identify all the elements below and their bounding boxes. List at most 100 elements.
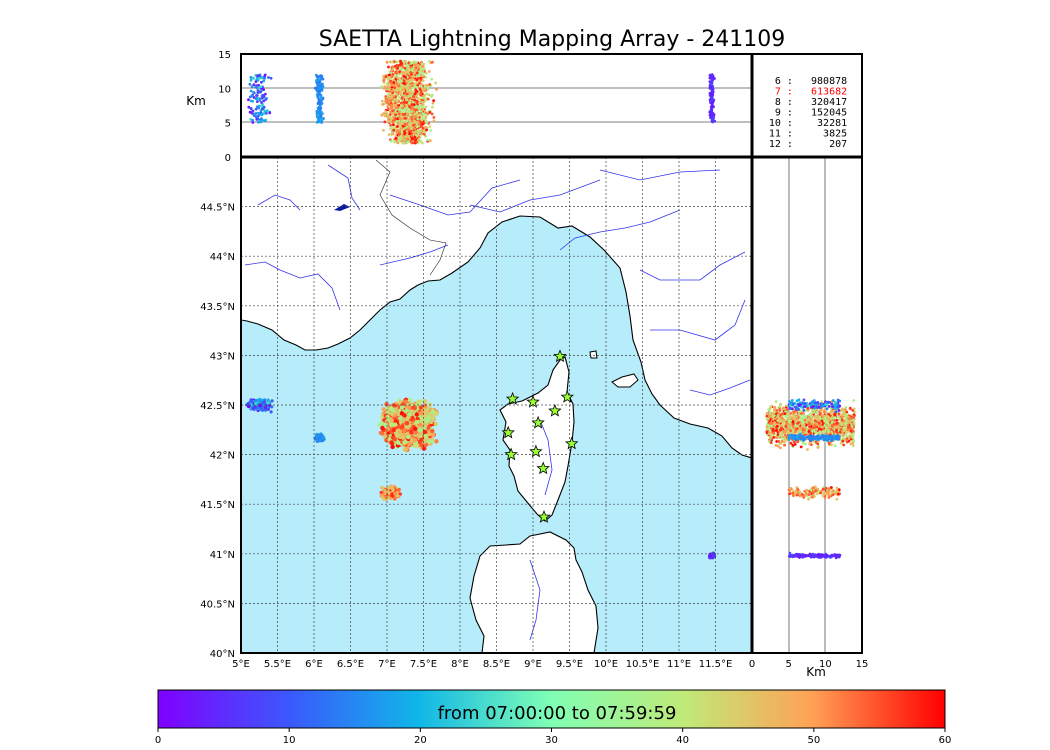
source-point-altitude <box>415 86 419 89</box>
source-point-map <box>398 434 403 440</box>
source-point-altitude <box>405 110 409 114</box>
source-point-map <box>380 495 384 499</box>
source-point-altitude <box>262 88 265 91</box>
map-sources-layer <box>245 397 717 560</box>
source-point-altitude <box>417 138 420 142</box>
source-point-altitude <box>405 66 409 70</box>
source-point-altitude <box>429 129 432 132</box>
source-point-altitude <box>413 131 417 135</box>
source-point-altitude <box>421 103 425 106</box>
source-point-altitude <box>424 113 428 117</box>
source-point-map <box>379 420 384 426</box>
source-point-map <box>406 415 411 420</box>
source-point-altitude <box>711 79 714 82</box>
source-point-altitude <box>392 123 395 127</box>
source-point-altitude <box>394 113 397 117</box>
source-point-altitude <box>406 70 409 74</box>
chart-title: SAETTA Lightning Mapping Array - 241109 <box>319 27 786 52</box>
source-point-altitude <box>396 76 400 80</box>
source-point-altitude <box>415 121 419 124</box>
source-point-altitude <box>406 112 409 116</box>
source-point-map <box>381 407 386 412</box>
source-point-map <box>388 405 394 411</box>
source-point-altitude <box>249 78 253 82</box>
source-point-altitude <box>385 60 389 64</box>
source-point-altitude <box>413 135 417 139</box>
source-point-altitude <box>420 64 424 68</box>
source-point-altitude <box>263 76 266 80</box>
source-point-altitude <box>398 121 402 125</box>
source-point-altitude <box>418 104 422 108</box>
source-point-altitude <box>405 92 409 96</box>
source-point-map <box>389 422 394 427</box>
source-point-altitude <box>396 125 399 128</box>
source-point-altitude <box>318 92 321 96</box>
source-point-altitude <box>416 114 420 118</box>
source-point-altitude <box>254 115 258 119</box>
source-point-altitude <box>417 79 421 83</box>
source-point-map <box>270 405 274 409</box>
source-point-altitude <box>318 75 321 78</box>
source-point-altitude <box>264 92 267 96</box>
station-count-legend: 6 : 980878 7 : 613682 8 : 320417 9 : 152… <box>752 54 862 157</box>
source-point-altitude <box>318 120 322 124</box>
source-point-map <box>429 413 434 418</box>
source-point-altitude <box>430 60 434 64</box>
source-point-altitude <box>391 65 394 68</box>
source-point-altitude <box>391 120 395 124</box>
source-point-altitude <box>386 94 390 98</box>
source-point-map <box>427 402 433 407</box>
source-point-altitude <box>425 92 429 96</box>
legend-row: 6 : 980878 <box>769 76 847 87</box>
source-point-altitude <box>259 120 263 124</box>
source-point-altitude <box>387 65 390 69</box>
source-point-altitude <box>423 87 426 91</box>
source-point-altitude <box>315 110 319 113</box>
source-point-altitude <box>430 77 434 81</box>
source-point-altitude <box>420 125 424 128</box>
source-point-altitude <box>401 141 405 145</box>
source-point-altitude <box>247 105 251 109</box>
source-point-altitude <box>317 85 321 89</box>
country-border <box>375 159 447 276</box>
legend-row: 10 : 32281 <box>769 118 847 129</box>
source-point-map <box>391 427 396 433</box>
source-point-altitude <box>426 138 429 142</box>
source-point-altitude <box>410 132 414 136</box>
source-point-altitude <box>408 88 412 92</box>
source-point-altitude <box>419 93 423 97</box>
source-point-altitude <box>389 110 392 114</box>
source-point-altitude <box>247 98 250 102</box>
mainland-land <box>241 157 752 459</box>
source-point-altitude <box>386 105 389 108</box>
source-point-altitude <box>402 89 406 93</box>
source-point-altitude <box>382 112 386 115</box>
source-point-altitude <box>382 102 385 106</box>
source-point-altitude <box>414 61 418 64</box>
source-point-altitude <box>409 139 413 143</box>
source-point-map <box>414 419 419 425</box>
source-point-altitude <box>709 105 713 109</box>
source-point-altitude <box>389 99 393 103</box>
source-point-map <box>404 424 409 429</box>
source-point-altitude <box>255 100 259 103</box>
source-point-altitude <box>395 71 398 75</box>
source-point-altitude <box>402 62 406 65</box>
source-point-altitude <box>410 137 414 141</box>
source-point-altitude <box>421 96 424 100</box>
source-point-altitude <box>393 86 397 89</box>
source-point-altitude <box>412 103 416 106</box>
source-point-altitude <box>386 119 390 123</box>
source-point-map <box>410 434 415 439</box>
source-point-altitude <box>708 80 712 84</box>
altitude-sources-layer <box>247 59 716 145</box>
source-point-altitude <box>424 72 428 75</box>
source-point-altitude <box>317 117 320 121</box>
source-point-altitude <box>428 111 432 114</box>
source-point-altitude <box>397 112 401 116</box>
source-point-altitude <box>408 94 412 98</box>
source-point-altitude <box>410 110 414 113</box>
source-point-altitude <box>262 79 266 83</box>
source-point-altitude <box>405 79 409 83</box>
